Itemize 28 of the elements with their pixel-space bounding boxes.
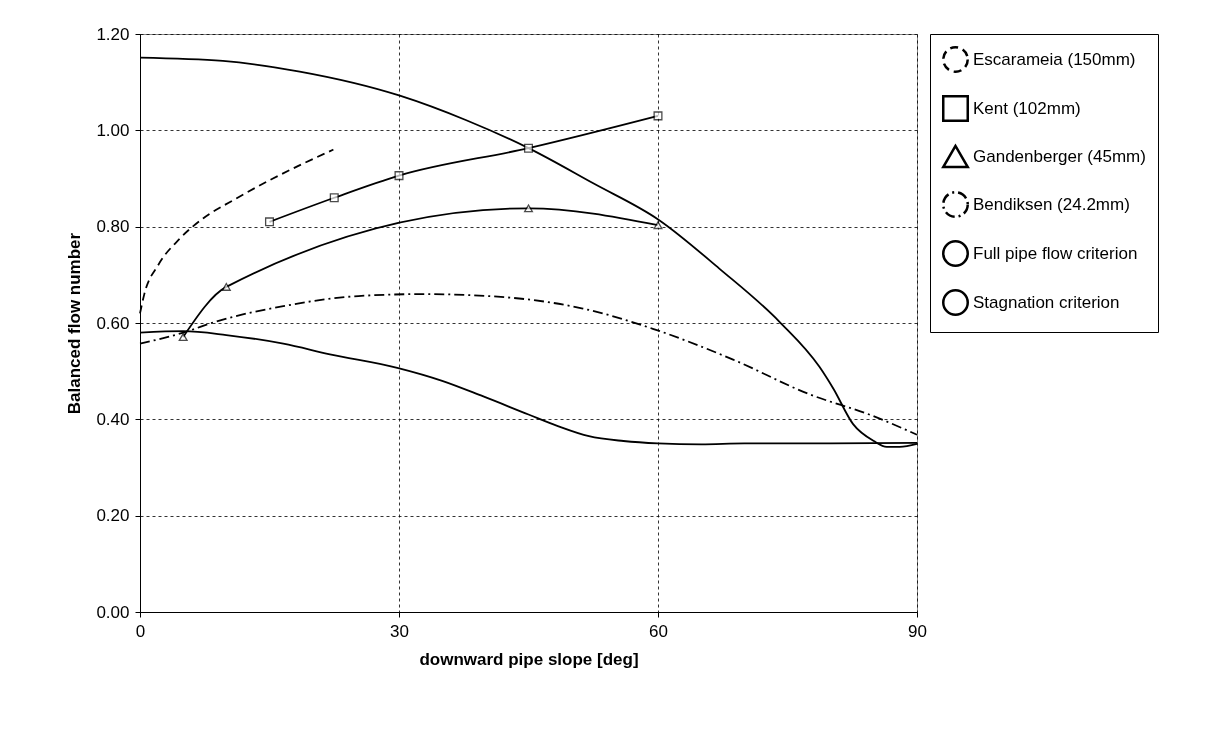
legend-label: Gandenberger (45mm) (973, 146, 1146, 166)
y-axis-title: Balanced flow number (65, 232, 85, 415)
y-tick-label: 1.20 (96, 24, 130, 44)
point (523, 204, 534, 213)
y-tick-label: 0.20 (96, 506, 130, 526)
y-tick-label: 0.60 (96, 313, 130, 333)
x-tick-label: 90 (908, 621, 927, 641)
point (221, 282, 231, 291)
point (329, 193, 339, 203)
legend-label: Stagnation criterion (973, 292, 1120, 312)
legend-label: Escarameia (150mm) (973, 49, 1136, 69)
x-tick-label: 0 (135, 621, 146, 641)
legend-label: Bendiksen (24.2mm) (973, 194, 1130, 214)
legend-label: Full pipe flow criterion (973, 243, 1138, 263)
y-tick-label: 0.40 (96, 409, 130, 429)
x-axis-title: downward pipe slope [deg] (419, 649, 639, 669)
x-tick-label: 60 (649, 621, 668, 641)
point (653, 221, 663, 230)
point (394, 171, 404, 181)
point (523, 143, 534, 153)
legend-label: Kent (102mm) (973, 98, 1081, 118)
point (653, 111, 663, 121)
y-tick-label: 0.80 (96, 217, 130, 237)
x-tick-label: 30 (390, 621, 409, 641)
y-tick-label: 1.00 (96, 120, 130, 140)
point (178, 332, 188, 341)
point (264, 217, 275, 227)
y-tick-label: 0.00 (96, 602, 130, 622)
